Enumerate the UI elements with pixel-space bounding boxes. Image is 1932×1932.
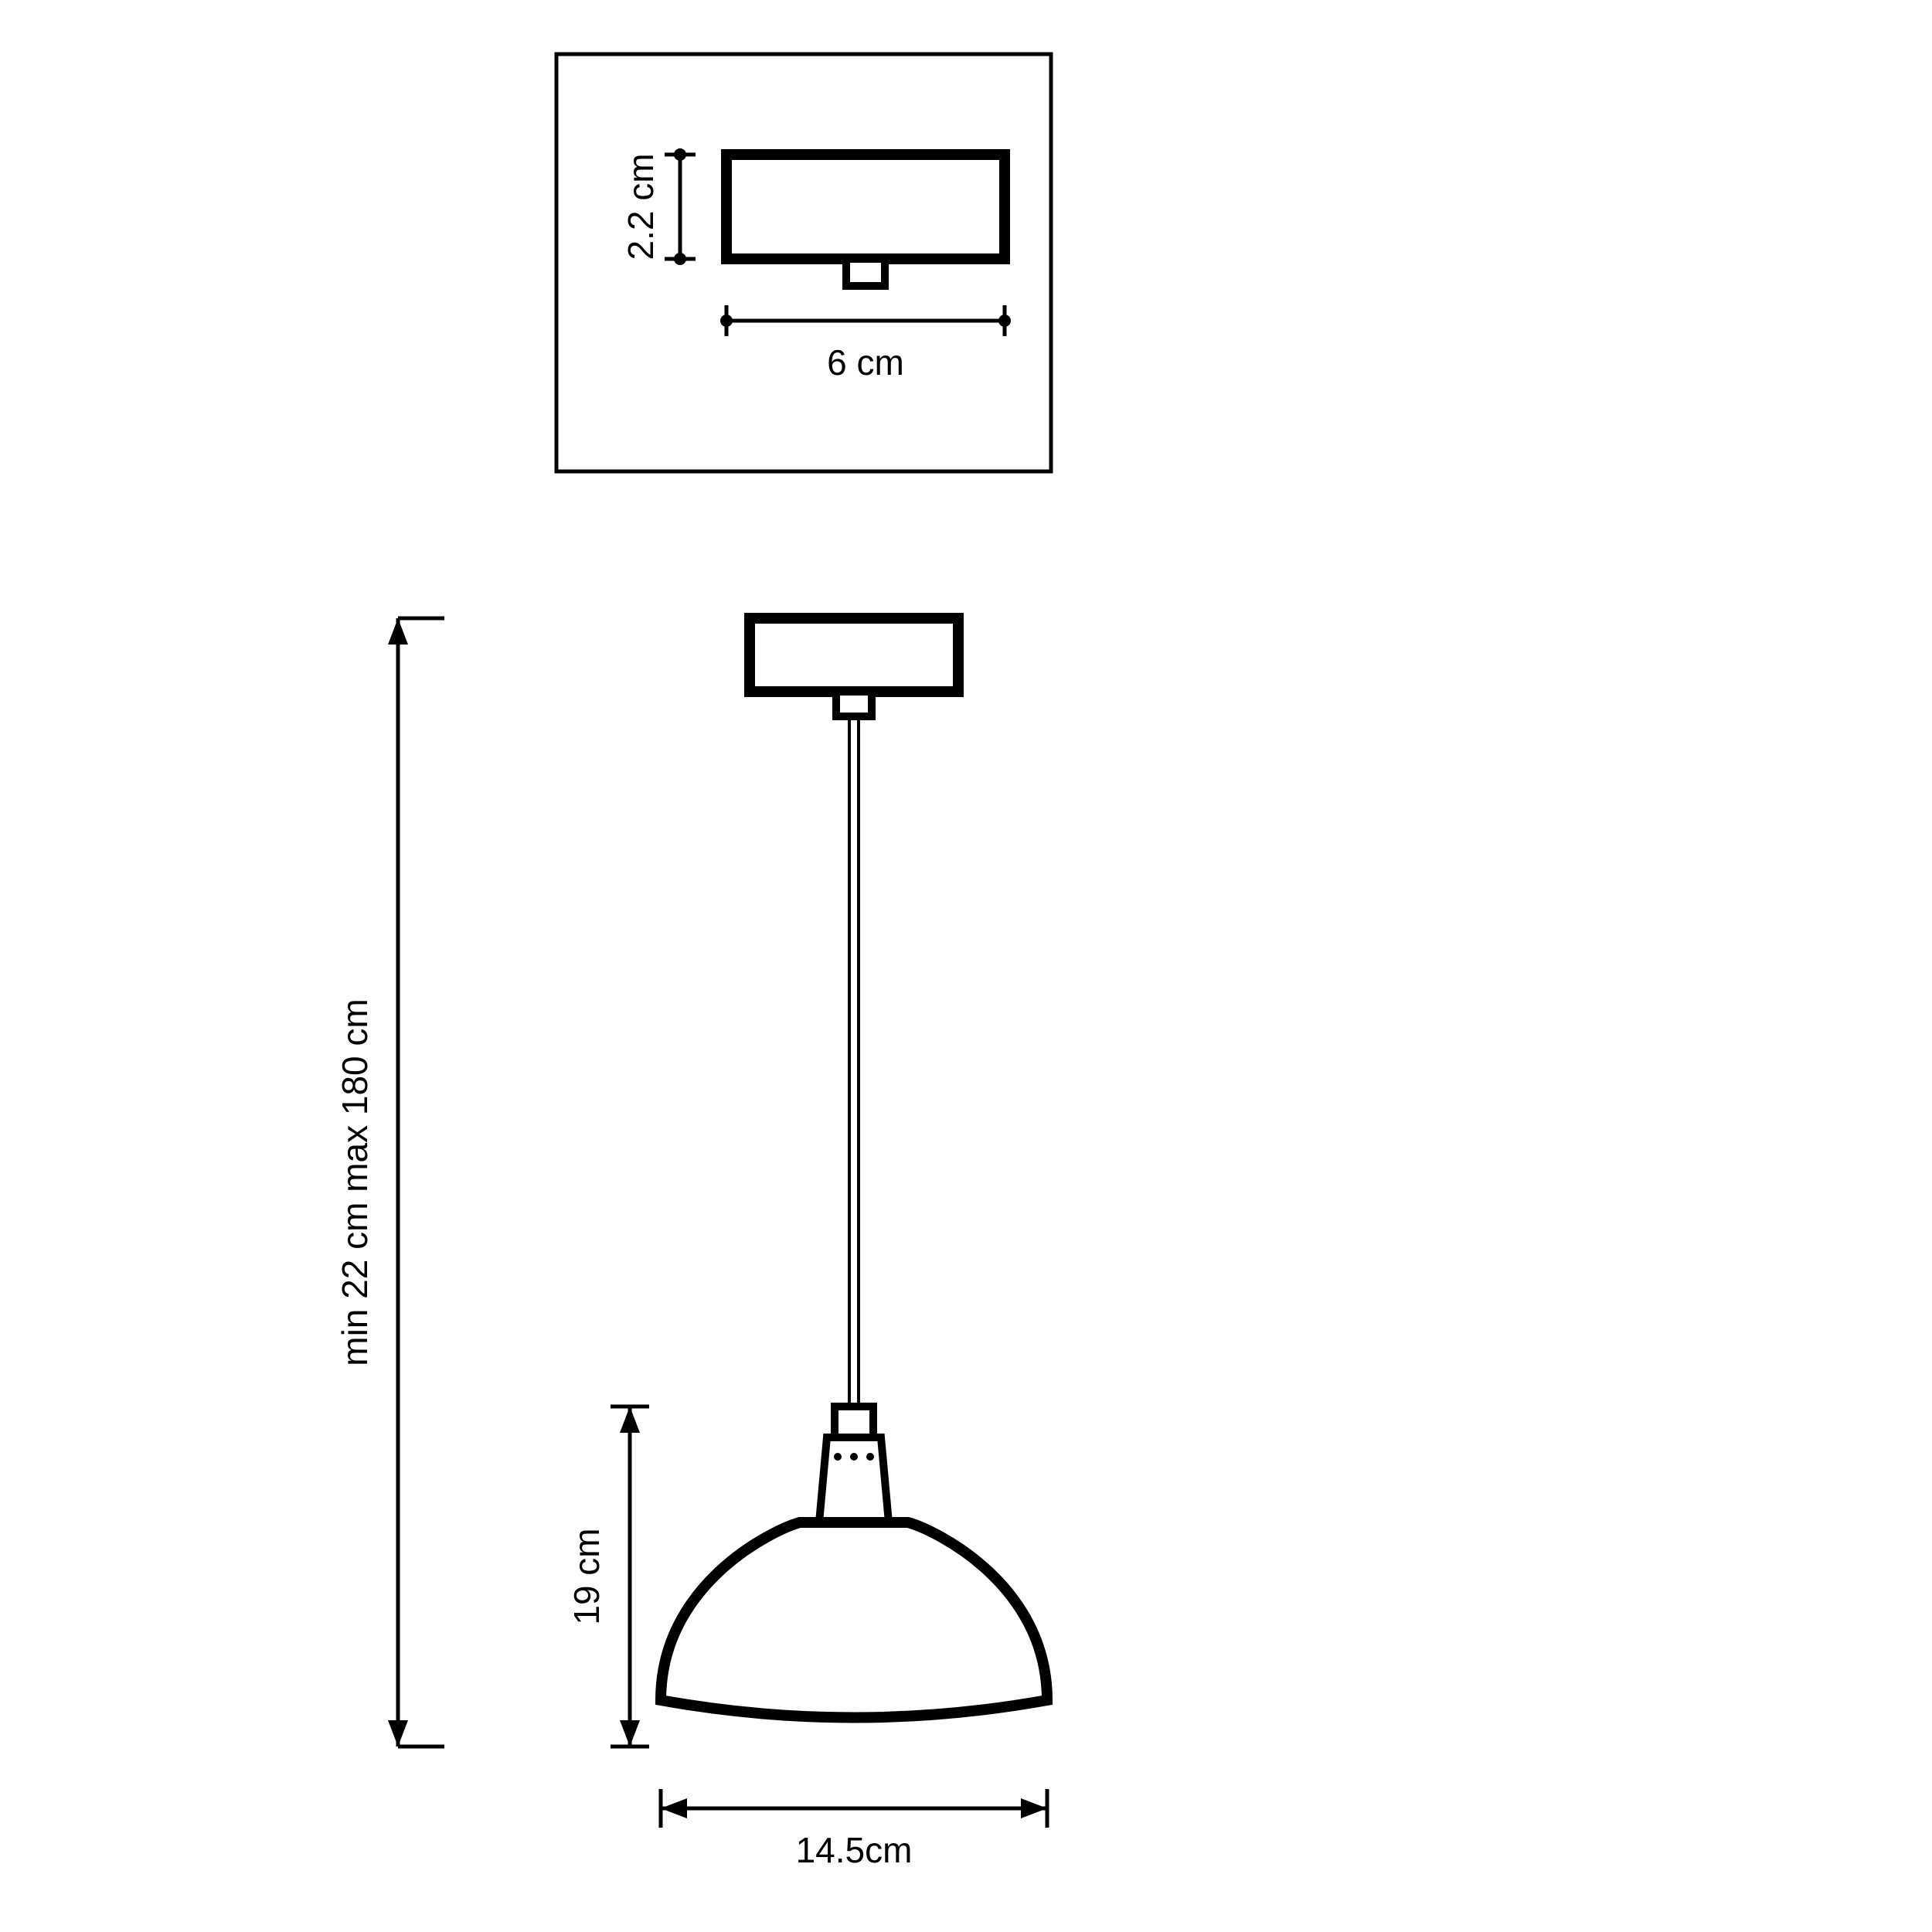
label-canopy-height: 2.2 cm [621, 153, 661, 260]
label-total-height: min 22 cm max 180 cm [335, 998, 375, 1366]
lamp-shade [661, 1522, 1047, 1718]
label-shade-height: 19 cm [566, 1528, 607, 1624]
label-canopy-width: 6 cm [827, 342, 904, 383]
main-canopy-tab [836, 692, 872, 716]
inset-canopy-tab [846, 259, 885, 286]
main-canopy [750, 618, 958, 692]
socket [819, 1437, 889, 1522]
inset-canopy [726, 155, 1005, 259]
label-shade-width: 14.5cm [796, 1830, 913, 1870]
